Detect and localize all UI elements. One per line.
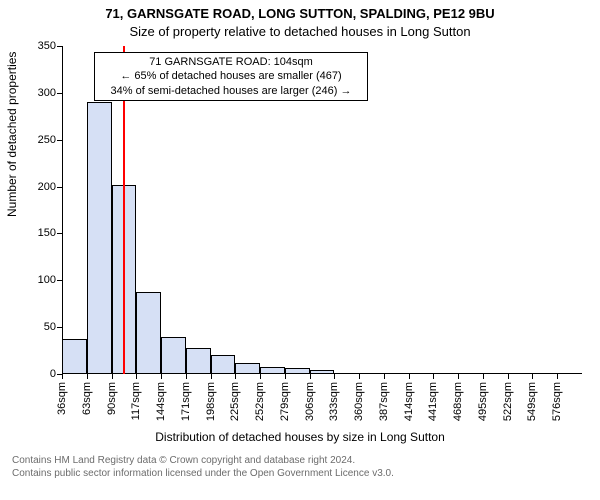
x-tick-label: 63sqm [81,382,93,415]
y-tick-label: 150 [38,227,62,239]
y-tick-label: 100 [38,274,62,286]
x-tick-label: 468sqm [452,382,464,421]
x-tick-label: 252sqm [254,382,266,421]
x-tick-label: 90sqm [106,382,118,415]
x-tick-label: 117sqm [130,382,142,420]
histogram-bar [87,102,112,374]
x-tick-mark [260,374,261,379]
x-tick-mark [112,374,113,379]
x-tick-label: 36sqm [56,382,68,415]
histogram-bar [136,292,161,374]
annotation-box: 71 GARNSGATE ROAD: 104sqm← 65% of detach… [94,52,368,101]
annotation-line2: ← 65% of detached houses are smaller (46… [101,69,361,83]
x-tick-label: 522sqm [502,382,514,421]
x-tick-label: 306sqm [304,382,316,421]
x-tick-label: 171sqm [180,382,192,421]
annotation-line3: 34% of semi-detached houses are larger (… [101,84,361,98]
x-tick-mark [235,374,236,379]
y-tick-label: 200 [38,181,62,193]
chart-title-line1: 71, GARNSGATE ROAD, LONG SUTTON, SPALDIN… [0,6,600,21]
y-tick-label: 50 [44,321,62,333]
x-tick-label: 198sqm [205,382,217,421]
x-tick-label: 144sqm [155,382,167,421]
y-tick-label: 350 [38,40,62,52]
x-tick-label: 495sqm [477,382,489,421]
y-axis-label: Number of detached properties [5,197,19,217]
chart-container: 71, GARNSGATE ROAD, LONG SUTTON, SPALDIN… [0,0,600,500]
x-tick-label: 225sqm [229,382,241,421]
x-tick-label: 549sqm [526,382,538,421]
x-tick-label: 387sqm [378,382,390,421]
histogram-bar [161,337,186,374]
x-tick-mark [310,374,311,379]
chart-title-line2: Size of property relative to detached ho… [0,24,600,39]
x-axis-label: Distribution of detached houses by size … [0,430,600,444]
x-tick-mark [557,374,558,379]
x-tick-label: 279sqm [279,382,291,421]
footer-line1: Contains HM Land Registry data © Crown c… [12,454,588,467]
x-tick-mark [433,374,434,379]
histogram-bar [186,348,211,374]
x-tick-mark [161,374,162,379]
x-tick-label: 360sqm [353,382,365,421]
x-tick-mark [508,374,509,379]
x-tick-label: 576sqm [551,382,563,421]
x-tick-mark [186,374,187,379]
y-tick-label: 250 [38,134,62,146]
y-axis-line [62,46,63,374]
histogram-bar [62,339,87,374]
x-tick-mark [532,374,533,379]
plot-area: 05010015020025030035036sqm63sqm90sqm117s… [62,46,582,374]
x-tick-label: 333sqm [328,382,340,421]
x-tick-mark [211,374,212,379]
y-tick-label: 0 [50,368,62,380]
x-tick-mark [384,374,385,379]
x-tick-mark [359,374,360,379]
x-tick-mark [136,374,137,379]
x-tick-mark [458,374,459,379]
x-tick-mark [409,374,410,379]
x-tick-label: 414sqm [403,382,415,421]
x-axis-line [62,373,582,374]
x-tick-mark [334,374,335,379]
y-tick-label: 300 [38,87,62,99]
x-tick-mark [87,374,88,379]
histogram-bar [211,355,236,374]
x-tick-mark [62,374,63,379]
x-tick-mark [483,374,484,379]
footer-line2: Contains public sector information licen… [12,467,588,480]
footer-attribution: Contains HM Land Registry data © Crown c… [12,454,588,480]
x-tick-label: 441sqm [427,382,439,421]
x-tick-mark [285,374,286,379]
annotation-line1: 71 GARNSGATE ROAD: 104sqm [101,55,361,69]
